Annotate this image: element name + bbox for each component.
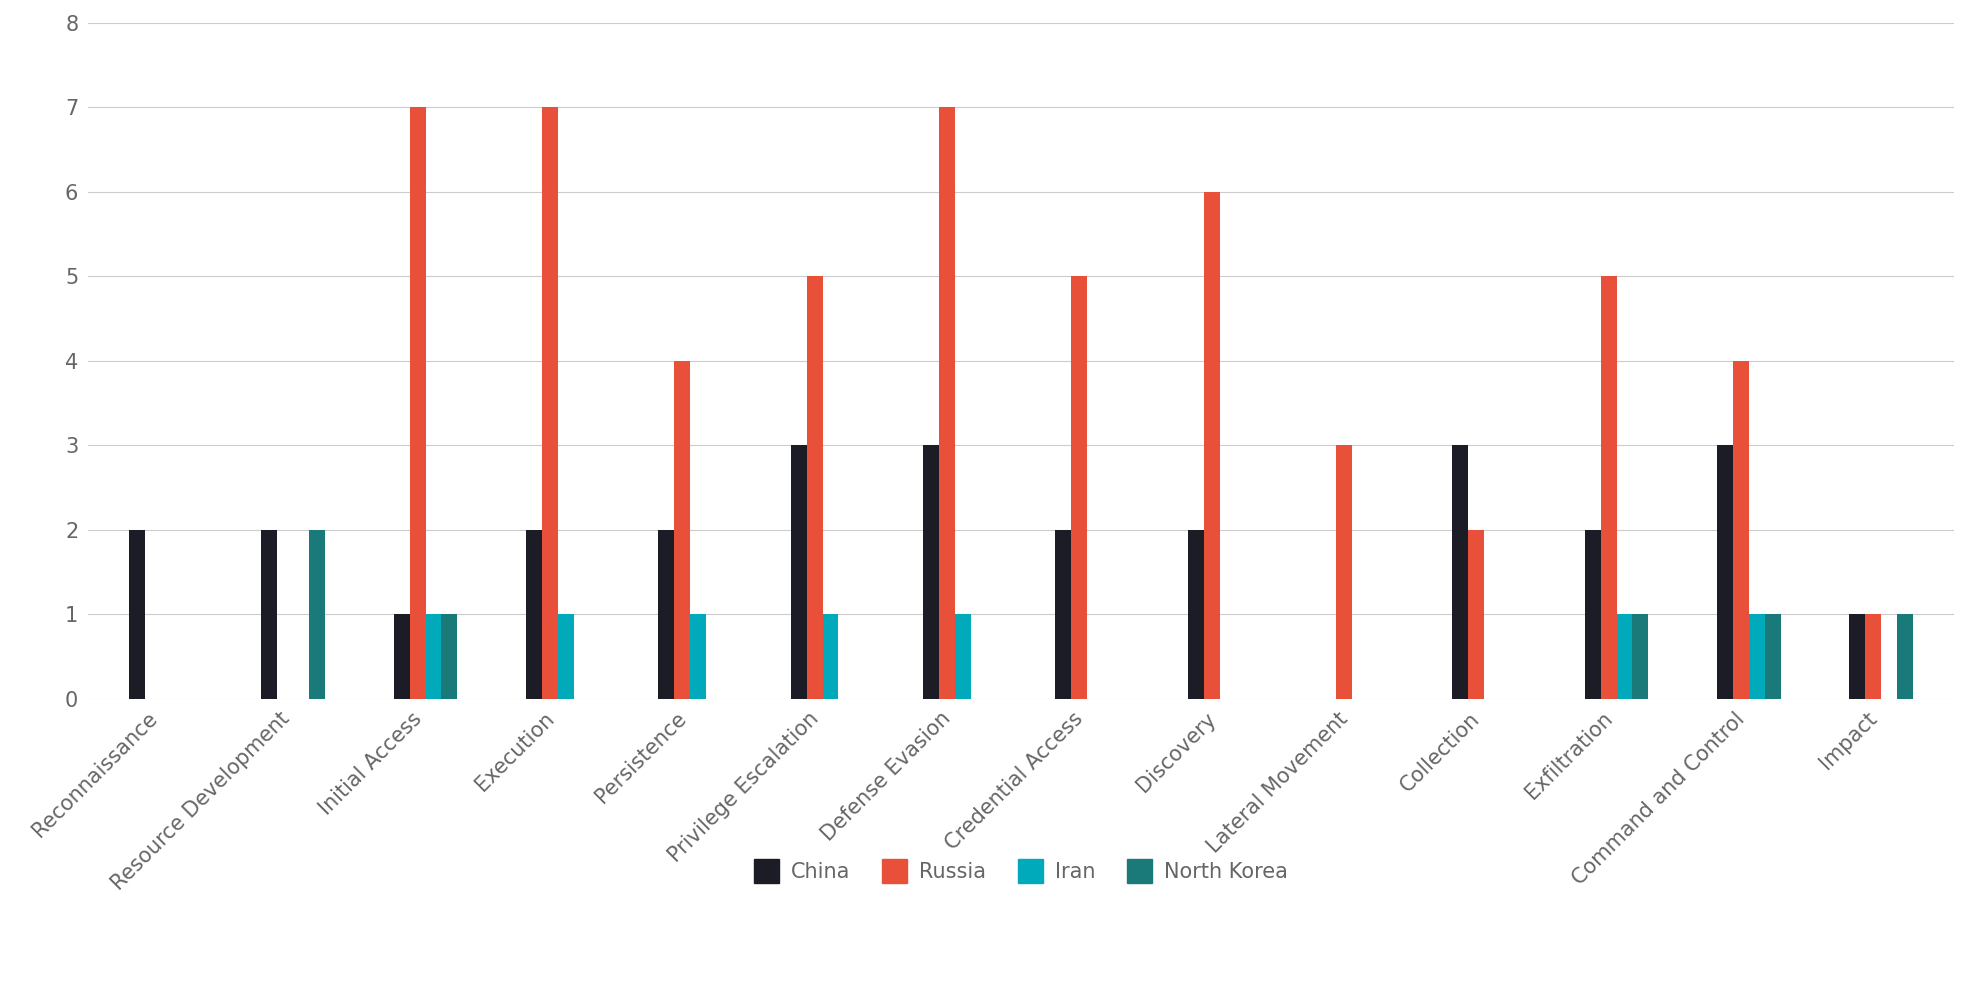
Bar (1865, 614, 1880, 698)
Bar (823, 614, 839, 698)
Bar (394, 614, 410, 698)
Bar (425, 614, 441, 698)
Bar (673, 361, 691, 698)
Bar (691, 614, 707, 698)
Bar (1617, 614, 1632, 698)
Bar (309, 530, 325, 698)
Bar (955, 614, 971, 698)
Bar (557, 614, 573, 698)
Bar (1203, 191, 1219, 698)
Bar (1896, 614, 1914, 698)
Bar (1849, 614, 1865, 698)
Bar (658, 530, 673, 698)
Bar (1453, 445, 1469, 698)
Bar (1717, 445, 1733, 698)
Bar (939, 107, 955, 698)
Bar (1337, 445, 1353, 698)
Bar (1469, 530, 1485, 698)
Bar (262, 530, 278, 698)
Bar (1748, 614, 1764, 698)
Legend: China, Russia, Iran, North Korea: China, Russia, Iran, North Korea (746, 850, 1298, 891)
Bar (1071, 277, 1087, 698)
Bar (923, 445, 939, 698)
Bar (807, 277, 823, 698)
Bar (410, 107, 425, 698)
Bar (541, 107, 557, 698)
Bar (1585, 530, 1601, 698)
Bar (792, 445, 807, 698)
Bar (441, 614, 457, 698)
Bar (526, 530, 541, 698)
Bar (1733, 361, 1748, 698)
Bar (1632, 614, 1648, 698)
Bar (1187, 530, 1203, 698)
Bar (130, 530, 146, 698)
Bar (1764, 614, 1780, 698)
Bar (1601, 277, 1617, 698)
Bar (1055, 530, 1071, 698)
